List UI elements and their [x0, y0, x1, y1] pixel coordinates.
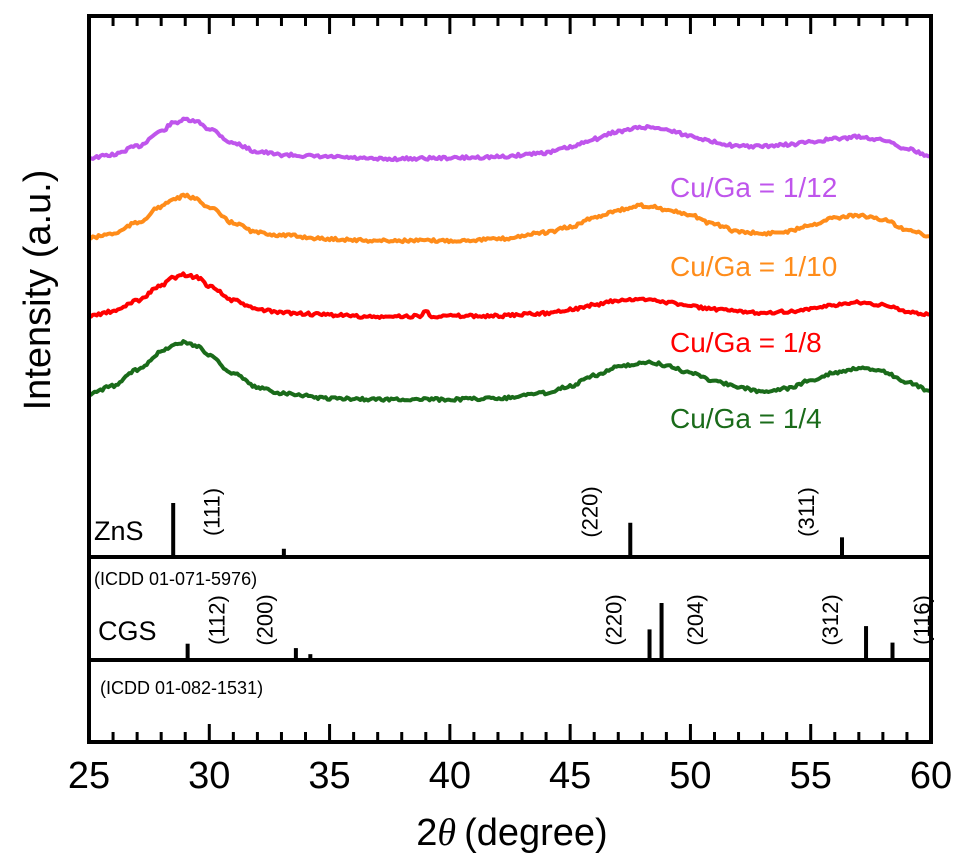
- x-tick-label: 35: [308, 755, 350, 797]
- x-tick-label: 40: [429, 755, 471, 797]
- series-labels: Cu/Ga = 1/12 Cu/Ga = 1/10 Cu/Ga = 1/8 Cu…: [670, 172, 837, 434]
- x-axis-title: 2θ (degree): [416, 812, 607, 854]
- ref-zns-peaks: (111) (220) (311): [171, 486, 844, 555]
- hkl-label-1-1: (200): [253, 594, 278, 645]
- ref-card-cgs: (ICDD 01-082-1531): [100, 678, 263, 698]
- series-line-1: [88, 192, 931, 245]
- hkl-label-1-0: (112): [205, 595, 230, 645]
- main-panel-ticks: [87, 16, 933, 34]
- outer-frame: [87, 14, 933, 744]
- y-axis-title: Intensity (a.u.): [17, 170, 59, 411]
- hkl-label-0-2: (220): [577, 486, 602, 537]
- main-frame: [87, 14, 933, 559]
- series-label-1-12: Cu/Ga = 1/12: [670, 172, 837, 203]
- x-tick-label: 50: [669, 755, 711, 797]
- ref-card-zns: (ICDD 01-071-5976): [94, 569, 257, 589]
- x-tick-label: 30: [188, 755, 230, 797]
- hkl-label-1-3: (220): [601, 594, 626, 645]
- ref-name-cgs: CGS: [98, 616, 157, 646]
- x-tick-label: 25: [68, 755, 110, 797]
- hkl-label-1-5: (312): [818, 594, 843, 645]
- series-line-2: [88, 271, 931, 320]
- series-line-0: [88, 116, 931, 163]
- series-label-1-8: Cu/Ga = 1/8: [670, 327, 822, 358]
- series-layer: [87, 116, 931, 403]
- panel-frames: [87, 14, 933, 744]
- ref-name-zns: ZnS: [94, 516, 144, 546]
- reference-cgs: CGS (ICDD 01-082-1531) (112) (200) (220) (2…: [98, 594, 934, 698]
- ref-cgs-peaks: (112) (200) (220) (204) (312) (116): [185, 594, 934, 658]
- series-label-1-10: Cu/Ga = 1/10: [670, 251, 837, 282]
- reference-zns: ZnS (ICDD 01-071-5976) (111) (220) (311): [94, 486, 844, 589]
- x-tick-label: 45: [549, 755, 591, 797]
- series-line-3: [87, 339, 931, 403]
- x-tick-label: 60: [910, 755, 952, 797]
- hkl-label-0-3: (311): [794, 487, 819, 537]
- hkl-label-1-4: (204): [683, 594, 708, 645]
- x-tick-label: 55: [790, 755, 832, 797]
- x-axis-ticks: 25 30 35 40 45 50 55 60: [68, 724, 952, 797]
- hkl-label-0-0: (111): [200, 488, 225, 536]
- series-label-1-4: Cu/Ga = 1/4: [670, 403, 822, 434]
